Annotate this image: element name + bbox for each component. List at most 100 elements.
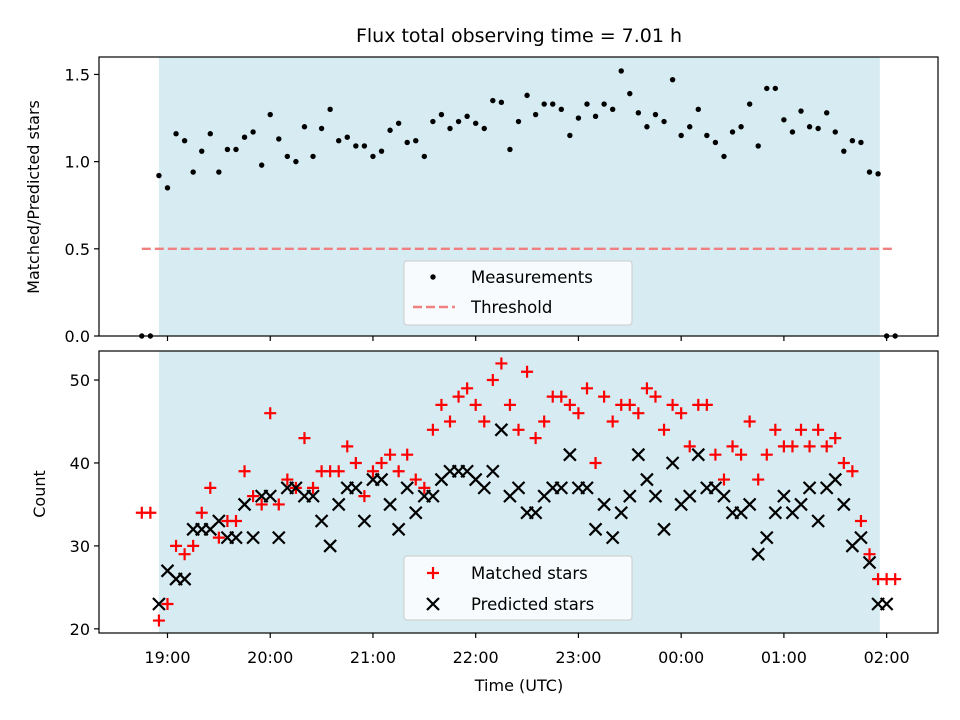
matched-star-point bbox=[152, 614, 165, 627]
predicted-star-point bbox=[648, 489, 663, 503]
measurement-point bbox=[712, 139, 719, 146]
matched-star-point bbox=[623, 398, 636, 411]
matched-star-point bbox=[495, 357, 508, 370]
matched-star-point bbox=[512, 423, 525, 436]
matched-star-point bbox=[803, 440, 816, 453]
predicted-star-point bbox=[751, 547, 765, 561]
measurement-point bbox=[849, 138, 856, 144]
measurement-point bbox=[216, 169, 222, 175]
measurement-point bbox=[669, 76, 676, 83]
matched-star-point bbox=[341, 440, 354, 453]
matched-star-point bbox=[332, 465, 345, 478]
x-tick-label: 22:00 bbox=[453, 648, 499, 667]
matched-star-point bbox=[229, 515, 242, 528]
matched-star-point bbox=[384, 448, 397, 461]
measurement-point bbox=[541, 101, 547, 107]
top-y-tick-label: 1.5 bbox=[65, 65, 90, 84]
matched-star-point bbox=[563, 398, 576, 411]
matched-star-point bbox=[529, 432, 542, 445]
matched-star-point bbox=[700, 398, 713, 411]
measurement-point bbox=[430, 118, 436, 125]
bottom-y-tick-label: 30 bbox=[70, 537, 90, 556]
measurement-point bbox=[858, 139, 864, 146]
x-tick-label: 20:00 bbox=[247, 648, 293, 667]
matched-star-point bbox=[469, 398, 482, 411]
x-tick-label: 01:00 bbox=[761, 648, 807, 667]
predicted-star-point bbox=[528, 505, 543, 520]
measurement-point bbox=[592, 113, 599, 119]
matched-star-point bbox=[889, 573, 902, 586]
measurement-point bbox=[524, 92, 530, 99]
measurement-point bbox=[746, 101, 753, 107]
predicted-star-point bbox=[682, 489, 697, 503]
predicted-star-point bbox=[349, 481, 363, 495]
predicted-star-point bbox=[212, 514, 226, 528]
matched-star-point bbox=[144, 506, 157, 519]
predicted-star-point bbox=[554, 481, 569, 495]
matched-star-point bbox=[366, 465, 379, 478]
measurement-point bbox=[558, 106, 565, 113]
top-y-tick-label: 1.0 bbox=[65, 153, 90, 172]
measurement-point bbox=[455, 118, 462, 125]
measurement-point bbox=[490, 97, 496, 104]
predicted-star-point bbox=[152, 597, 166, 611]
predicted-star-point bbox=[862, 555, 877, 570]
predicted-star-point bbox=[588, 522, 603, 537]
measurement-point bbox=[190, 169, 196, 175]
matched-star-point bbox=[178, 548, 191, 561]
predicted-star-point bbox=[511, 481, 526, 495]
predicted-star-point bbox=[665, 456, 680, 470]
matched-star-point bbox=[726, 440, 739, 453]
matched-star-point bbox=[161, 597, 174, 610]
predicted-star-point bbox=[263, 489, 278, 503]
measurement-point bbox=[361, 143, 368, 149]
measurement-point bbox=[635, 110, 642, 116]
predicted-star-point bbox=[811, 514, 825, 528]
matched-star-point bbox=[195, 506, 208, 519]
predicted-star-point bbox=[768, 505, 783, 520]
matched-star-point bbox=[204, 481, 217, 494]
measurement-point bbox=[601, 101, 607, 107]
predicted-star-point bbox=[794, 497, 808, 512]
matched-star-point bbox=[349, 456, 362, 469]
chart-title: Flux total observing time = 7.01 h bbox=[356, 25, 682, 47]
matched-star-point bbox=[238, 465, 251, 478]
predicted-star-point bbox=[323, 539, 337, 553]
matched-star-point bbox=[829, 432, 842, 445]
measurement-point bbox=[353, 143, 359, 149]
predicted-star-point bbox=[494, 423, 509, 437]
measurement-point bbox=[481, 125, 487, 132]
bottom-legend: Matched stars Predicted stars bbox=[403, 555, 633, 621]
matched-star-point bbox=[401, 448, 414, 461]
matched-star-point bbox=[247, 490, 260, 503]
measurement-point bbox=[258, 162, 265, 168]
matched-star-point bbox=[795, 423, 808, 436]
predicted-star-point bbox=[597, 497, 611, 512]
matched-star-point bbox=[760, 448, 773, 461]
matched-star-point bbox=[717, 473, 730, 486]
predicted-star-point bbox=[229, 530, 243, 545]
measurement-point bbox=[815, 125, 821, 132]
measurement-point bbox=[378, 148, 385, 154]
matched-star-point bbox=[589, 456, 602, 469]
measurement-point bbox=[875, 171, 881, 177]
matched-star-point bbox=[255, 498, 268, 511]
predicted-star-point bbox=[400, 481, 414, 495]
predicted-star-point bbox=[408, 505, 423, 520]
matched-star-point bbox=[572, 407, 585, 420]
measurement-point bbox=[729, 129, 736, 135]
measurement-point bbox=[387, 127, 393, 133]
matched-star-point bbox=[863, 548, 876, 561]
matched-star-point bbox=[649, 390, 662, 403]
measurement-point bbox=[233, 146, 239, 153]
predicted-star-point bbox=[272, 530, 286, 545]
top-axes-frame bbox=[98, 56, 939, 337]
predicted-star-point bbox=[306, 489, 320, 503]
matched-star-point bbox=[812, 423, 825, 436]
matched-star-point bbox=[486, 374, 499, 387]
measurement-point bbox=[336, 138, 342, 144]
legend-measurements-marker bbox=[430, 274, 436, 280]
measurement-point bbox=[276, 136, 282, 142]
measurement-point bbox=[515, 118, 522, 125]
measurement-point bbox=[447, 125, 453, 132]
